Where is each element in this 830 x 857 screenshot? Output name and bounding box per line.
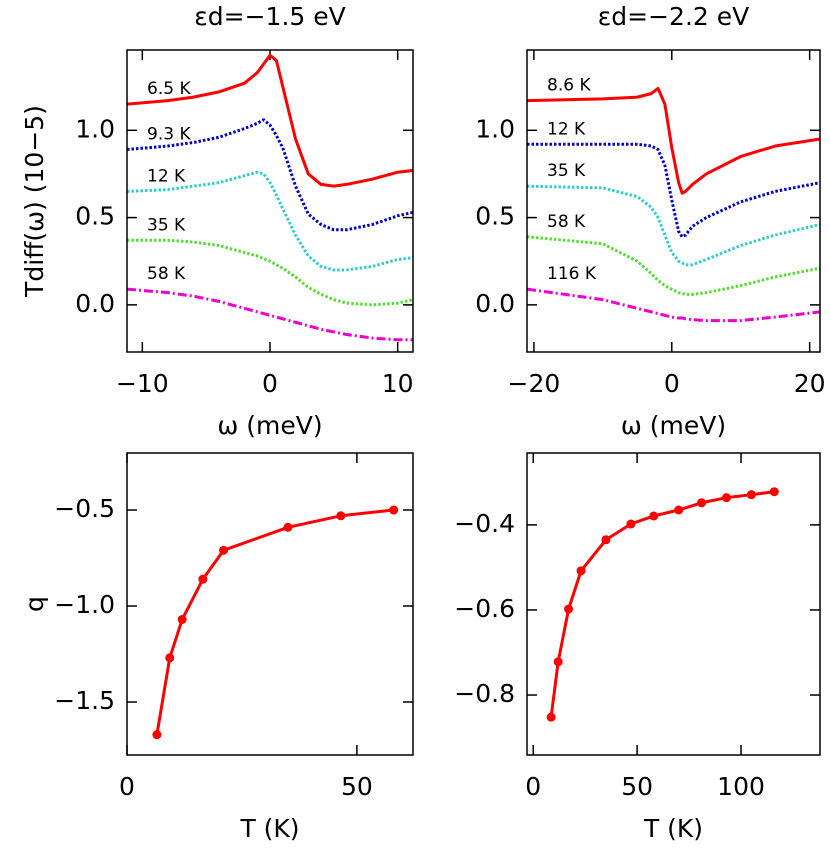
- curve-label: 35 K: [147, 215, 186, 235]
- x-tick-label: −20: [508, 369, 561, 398]
- x-tick-label: 50: [621, 772, 653, 801]
- curve-label: 12 K: [547, 119, 586, 139]
- point: [165, 653, 175, 663]
- y-tick-label: −0.8: [454, 679, 515, 708]
- point: [576, 566, 586, 576]
- series-line: [549, 490, 775, 718]
- plot-frame: [126, 49, 414, 353]
- x-tick-label: 0: [664, 369, 680, 398]
- curve-label: 58 K: [147, 264, 186, 284]
- series-line: [526, 235, 821, 296]
- point: [746, 490, 756, 500]
- series-line: [155, 508, 394, 735]
- y-tick-label: 1.0: [475, 114, 515, 143]
- x-tick-label: 100: [717, 772, 765, 801]
- x-tick-label: 20: [794, 369, 826, 398]
- x-tick-label: 0: [262, 369, 278, 398]
- series-line: [527, 142, 821, 239]
- x-tick-label: 10: [382, 369, 414, 398]
- plot-frame: [526, 49, 821, 353]
- curve-label: 12 K: [147, 166, 186, 186]
- curve-label: 8.6 K: [547, 76, 591, 96]
- curve-label: 6.5 K: [147, 79, 191, 99]
- panel-title: εd=−2.2 eV: [598, 2, 749, 31]
- y-tick-label: 1.0: [75, 114, 115, 143]
- y-tick-label: 0.0: [475, 289, 515, 318]
- series-line: [526, 287, 821, 323]
- point: [336, 511, 346, 521]
- series-line: [126, 118, 414, 232]
- point: [177, 614, 187, 624]
- point: [564, 604, 574, 614]
- point: [198, 574, 208, 584]
- y-tick-label: 0.5: [475, 202, 515, 231]
- y-tick-label: 0.5: [75, 202, 115, 231]
- plot-frame: [526, 452, 821, 756]
- point: [389, 505, 399, 515]
- y-tick-label: −0.4: [454, 509, 515, 538]
- curve-label: 116 K: [547, 264, 597, 284]
- x-axis-label: ω (meV): [217, 411, 322, 440]
- series-line: [127, 238, 414, 307]
- plot-frame: [126, 452, 414, 756]
- point: [283, 522, 293, 532]
- point: [626, 519, 636, 529]
- point: [674, 505, 684, 515]
- point: [649, 511, 659, 521]
- x-tick-label: −10: [116, 369, 169, 398]
- series-line: [126, 170, 414, 272]
- x-axis-label: ω (meV): [621, 411, 726, 440]
- curve-label: 35 K: [547, 161, 586, 181]
- y-tick-label: 0.0: [75, 289, 115, 318]
- point: [697, 498, 707, 508]
- point: [769, 487, 779, 497]
- point: [721, 493, 731, 503]
- point: [152, 730, 162, 740]
- panel-title: εd=−1.5 eV: [194, 2, 345, 31]
- y-tick-label: −0.5: [54, 494, 115, 523]
- y-tick-label: −1.0: [54, 590, 115, 619]
- y-axis-label: q: [20, 596, 49, 612]
- point: [601, 535, 611, 545]
- point: [553, 657, 563, 667]
- series-line: [126, 287, 413, 342]
- y-tick-label: −1.5: [54, 686, 115, 715]
- curve-label: 9.3 K: [147, 125, 191, 145]
- y-axis-label: Tdiff(ω) (10−5): [20, 105, 49, 298]
- series-line: [526, 184, 821, 267]
- x-axis-label: T (K): [239, 814, 299, 843]
- curve-label: 58 K: [547, 212, 586, 232]
- series-line: [526, 86, 821, 195]
- point: [219, 545, 229, 555]
- series-line: [126, 53, 414, 188]
- x-tick-label: 0: [525, 772, 541, 801]
- point: [546, 712, 556, 722]
- y-tick-label: −0.6: [454, 594, 515, 623]
- x-tick-label: 50: [341, 772, 373, 801]
- x-tick-label: 0: [119, 772, 135, 801]
- x-axis-label: T (K): [643, 814, 703, 843]
